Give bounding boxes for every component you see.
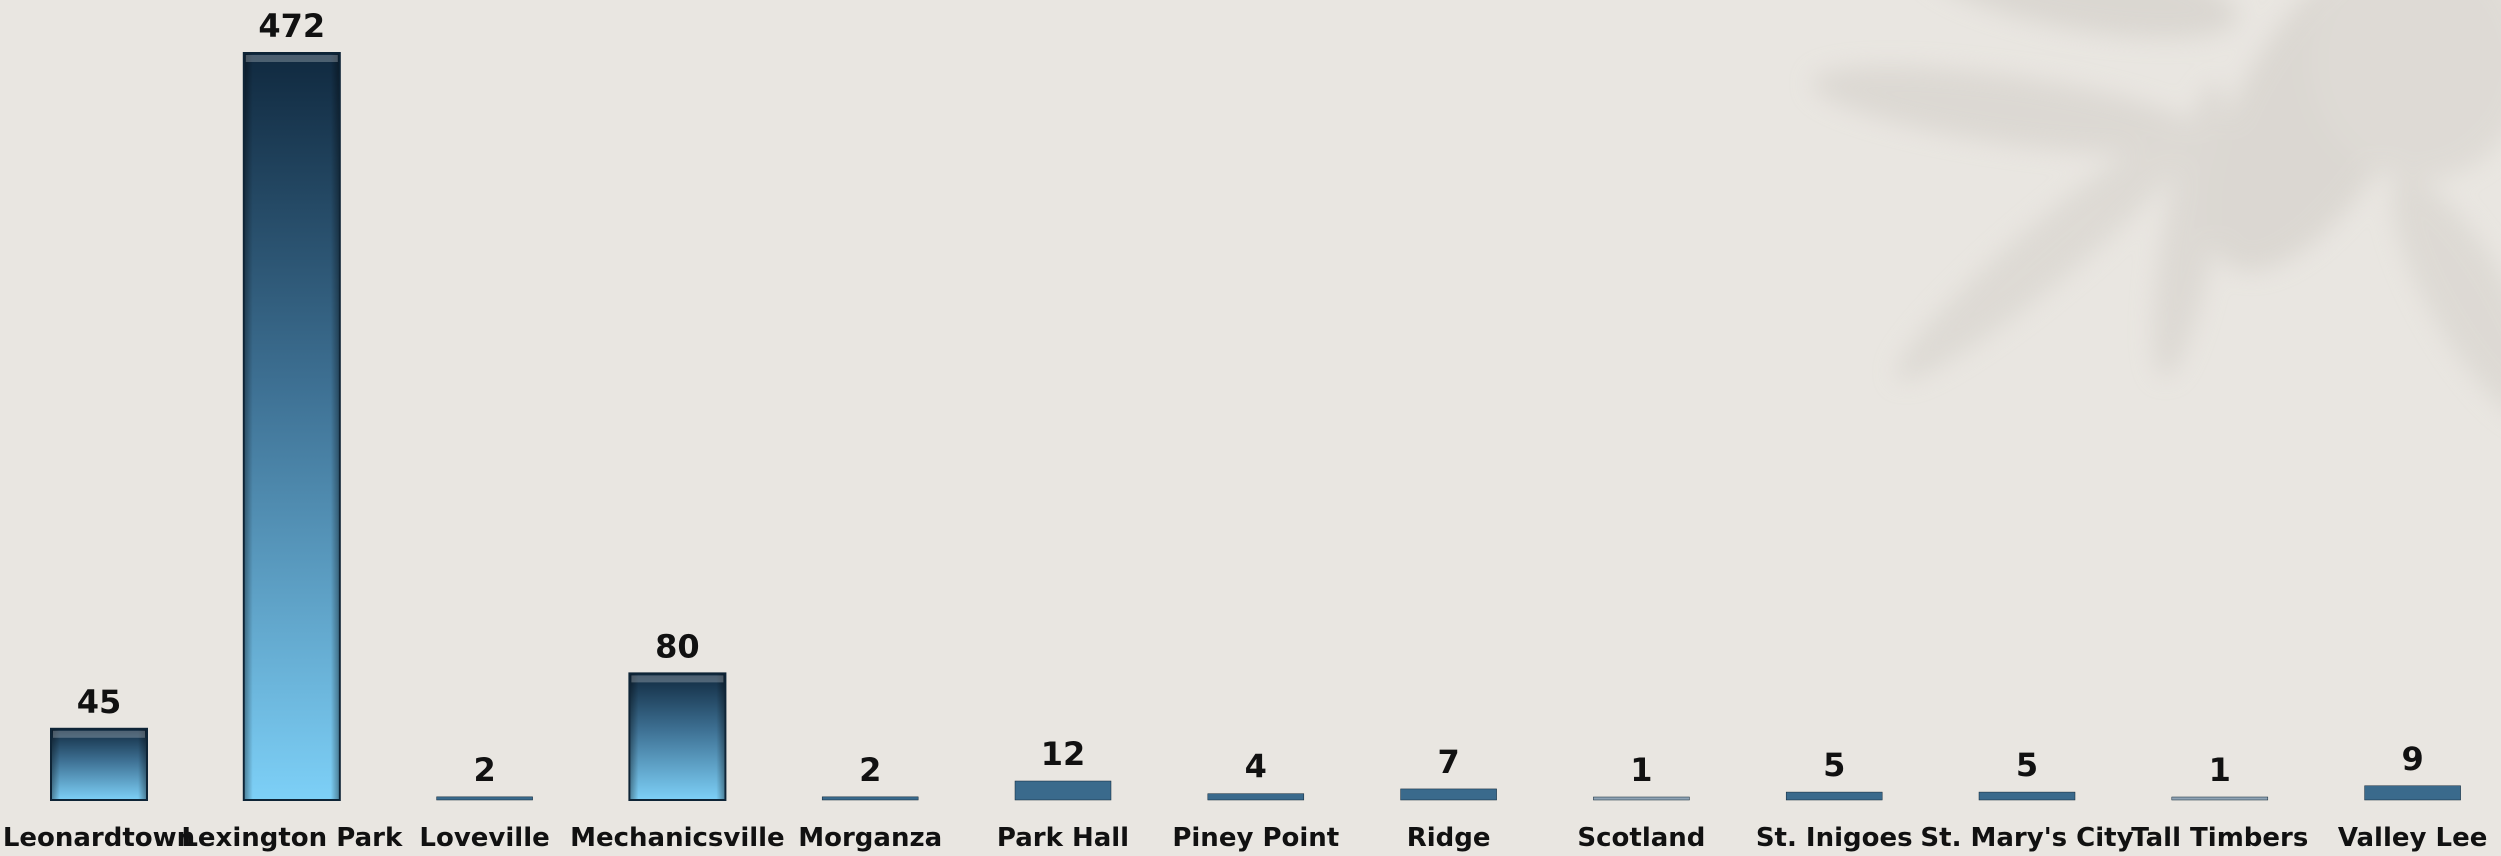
bar-bevel-right [331,54,339,799]
bar [1593,797,1689,800]
bar-body [2365,786,2461,800]
bar-body [1015,781,1111,800]
data-label: 80 [655,627,700,665]
bar-body [1208,794,1304,800]
category-label: Morganza [798,823,942,853]
bar [1015,781,1111,800]
data-label: 12 [1041,735,1086,773]
bar-body [244,53,340,800]
bar-body [822,797,918,800]
bar [1401,789,1497,800]
bar [244,53,340,800]
bar-body [629,673,725,800]
bar [1979,792,2075,800]
bar-bevel-left [52,730,60,799]
bar-top-highlight [53,731,145,738]
bar [629,673,725,800]
data-label: 4 [1245,748,1267,786]
bar-bevel-right [138,730,146,799]
bar-bevel-left [630,674,638,799]
bar [822,797,918,800]
bar [2365,786,2461,800]
bar [51,729,147,800]
data-label: 9 [2401,740,2423,778]
data-label: 45 [77,683,122,721]
data-label: 2 [859,751,881,789]
bar-top-highlight [246,55,338,62]
bar-body [1401,789,1497,800]
category-label: St. Mary's City [1920,823,2133,853]
bar-bevel-left [245,54,253,799]
bar [1786,792,1882,800]
category-label: Ridge [1407,823,1491,853]
bar-body [1593,797,1689,800]
data-label: 7 [1437,743,1459,781]
category-label: Lexington Park [181,823,403,853]
leaf-watermark [1807,0,2501,441]
category-label: Valley Lee [2338,823,2488,853]
category-label: Mechanicsville [570,823,785,853]
category-label: Loveville [419,823,549,853]
bar [2172,797,2268,800]
category-label: St. Inigoes [1756,823,1913,853]
bar [437,797,533,800]
category-label: Scotland [1577,823,1705,853]
category-label: Tall Timbers [2131,823,2308,853]
bar-top-highlight [631,675,723,682]
bar-body [1786,792,1882,800]
category-label: Piney Point [1172,823,1339,853]
bar-body [51,729,147,800]
bar-body [2172,797,2268,800]
data-label: 5 [2016,746,2038,784]
bar-body [437,797,533,800]
data-label: 1 [1630,751,1652,789]
category-label: Leonardtown [3,823,195,853]
data-label: 5 [1823,746,1845,784]
bar-bevel-right [716,674,724,799]
bar [1208,794,1304,800]
bars-layer [51,53,2461,800]
bar-body [1979,792,2075,800]
category-label: Park Hall [997,823,1129,853]
data-label: 472 [258,7,325,45]
data-label: 1 [2209,751,2231,789]
data-label: 2 [473,751,495,789]
